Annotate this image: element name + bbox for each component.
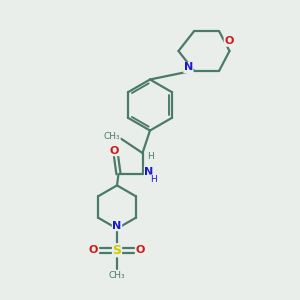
Text: O: O (110, 146, 119, 156)
Text: O: O (89, 245, 98, 255)
Text: N: N (112, 220, 122, 231)
Text: CH₃: CH₃ (103, 132, 120, 141)
Text: N: N (145, 167, 154, 177)
Text: N: N (184, 62, 193, 73)
Text: S: S (112, 244, 122, 257)
Text: CH₃: CH₃ (109, 271, 125, 280)
Text: O: O (136, 245, 145, 255)
Text: H: H (151, 175, 157, 184)
Text: H: H (148, 152, 154, 161)
Text: O: O (224, 36, 234, 46)
